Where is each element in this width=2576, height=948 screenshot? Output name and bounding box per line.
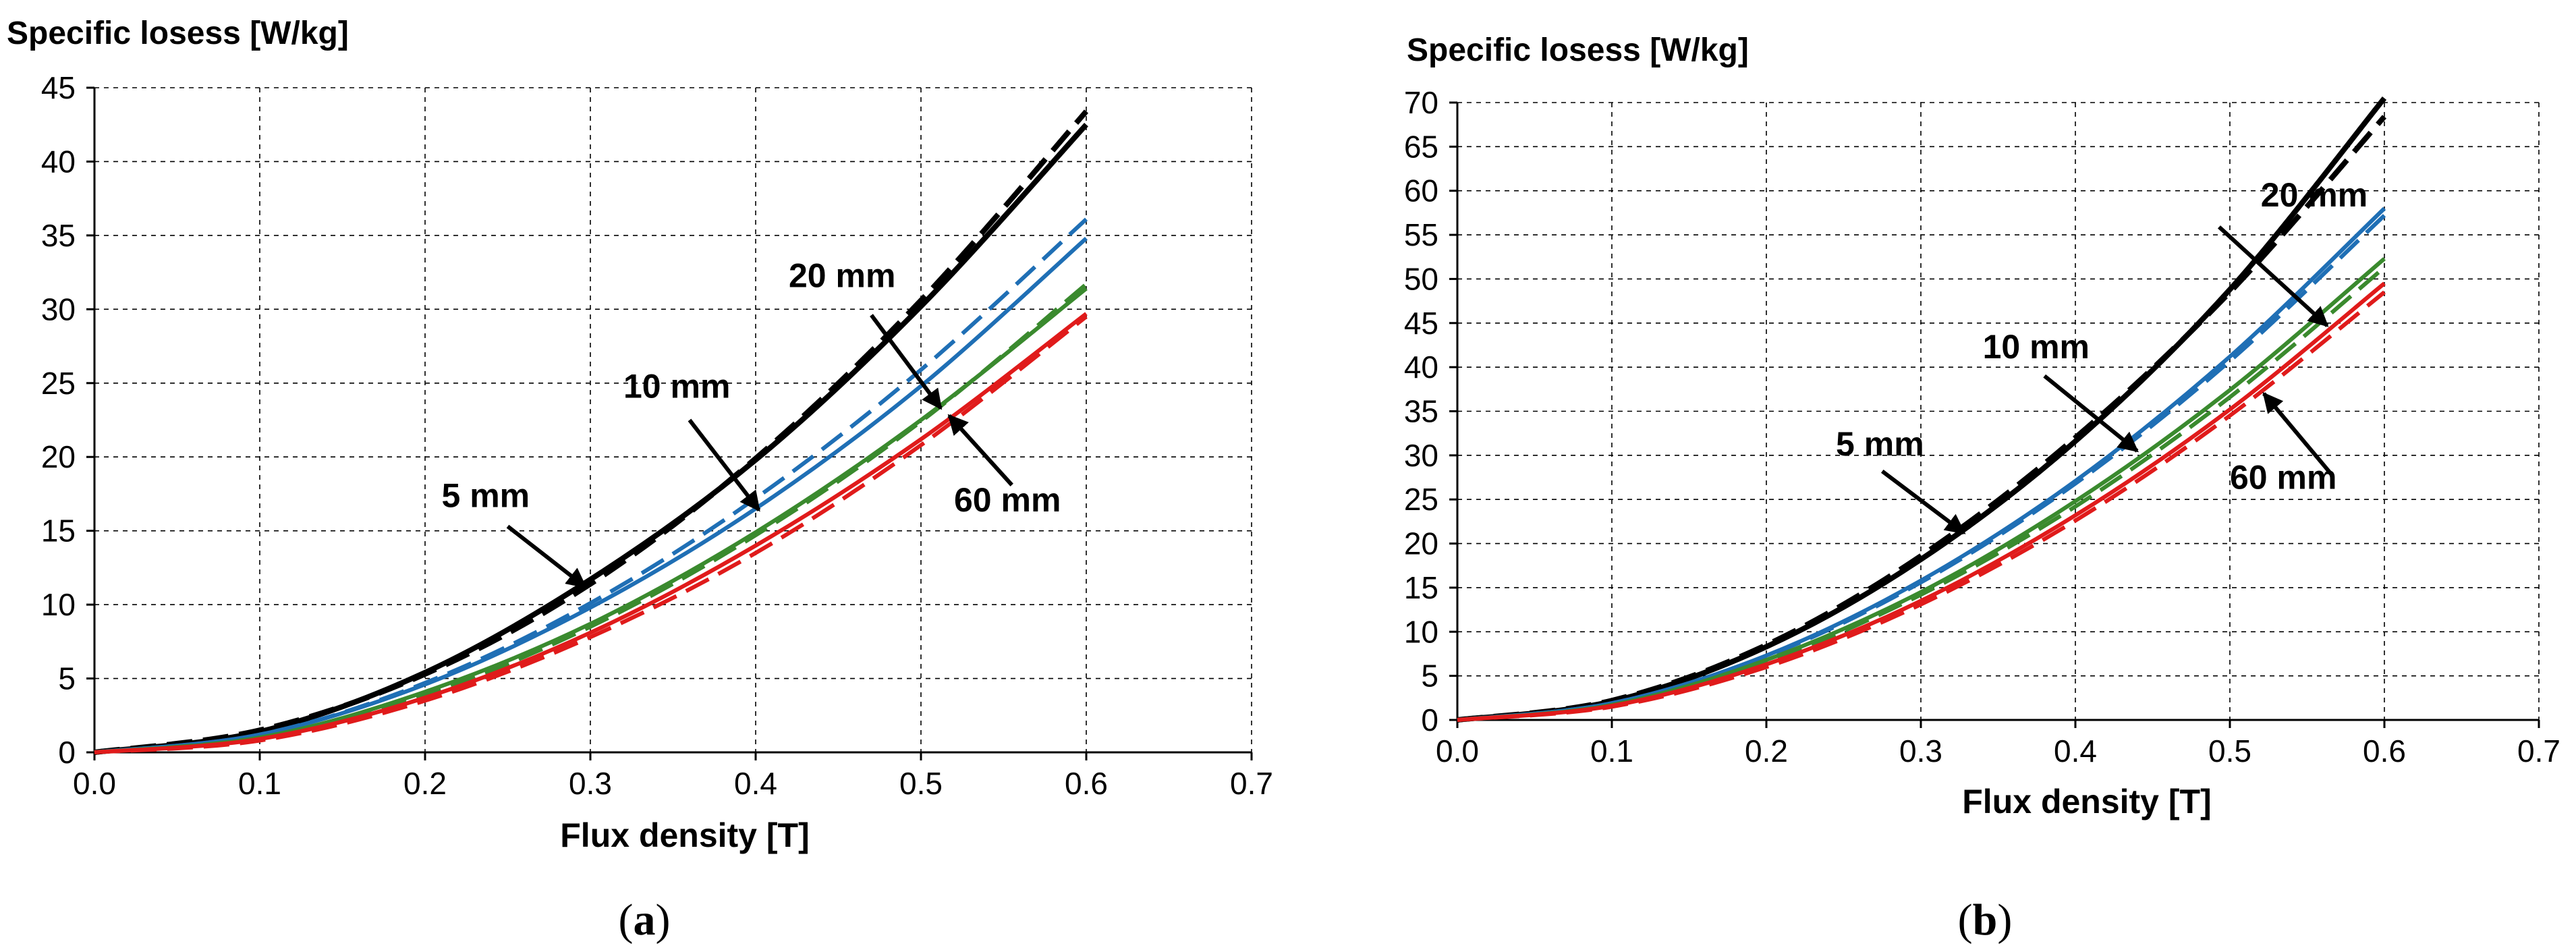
y-tick-label-a: 20	[41, 439, 76, 474]
y-tick-label-b: 55	[1404, 217, 1438, 252]
y-tick-label-b: 70	[1404, 85, 1438, 120]
y-axis-label-b: Specific losess [W/kg]	[1407, 32, 1749, 68]
y-tick-label-b: 10	[1404, 614, 1438, 649]
y-tick-label-b: 35	[1404, 394, 1438, 429]
series-line-5-mm-dashed-b	[1457, 115, 2387, 723]
series-line-60-mm-dashed-b	[1457, 290, 2386, 722]
series-group-b	[1457, 96, 2387, 723]
y-tick-label-a: 45	[41, 70, 76, 105]
series-line-5-mm-solid-a	[94, 123, 1088, 755]
annotation-label-10-mm-a: 10 mm	[623, 368, 730, 406]
y-tick-label-b: 0	[1421, 702, 1438, 737]
chart-panel-a: Specific losess [W/kg] Flux density [T] …	[7, 16, 1273, 945]
x-tick-label-b: 0.2	[1745, 733, 1788, 769]
y-tick-label-b: 30	[1404, 438, 1438, 473]
y-tick-label-b: 15	[1404, 570, 1438, 605]
x-tick-label-b: 0.1	[1590, 733, 1633, 769]
y-tick-label-b: 65	[1404, 129, 1438, 164]
y-tick-label-b: 50	[1404, 261, 1438, 296]
y-axis-label-a: Specific losess [W/kg]	[7, 16, 349, 51]
annotation-arrow-60-mm-b	[2262, 392, 2332, 474]
annotation-arrow-5-mm-a	[506, 524, 588, 589]
y-tick-label-a: 40	[41, 144, 76, 179]
y-tick-label-a: 30	[41, 291, 76, 327]
series-line-5-mm-dashed-a	[94, 109, 1089, 755]
annotation-label-60-mm-b: 60 mm	[2230, 459, 2336, 497]
x-tick-label-b: 0.4	[2054, 733, 2097, 769]
series-line-60-mm-dashed-a	[94, 314, 1088, 754]
y-tick-label-b: 60	[1404, 173, 1438, 208]
y-tick-label-a: 10	[41, 587, 76, 622]
panel-caption-a: (a)	[619, 895, 671, 945]
annotation-label-60-mm-a: 60 mm	[954, 481, 1061, 519]
gridlines-a	[94, 87, 1252, 752]
annotation-arrow-20-mm-a	[870, 314, 943, 410]
y-tick-label-b: 5	[1421, 659, 1438, 694]
x-axis-label-b: Flux density [T]	[1962, 783, 2211, 820]
y-tick-label-b: 45	[1404, 306, 1438, 341]
gridlines-b	[1457, 102, 2540, 720]
annotation-arrow-10-mm-a	[688, 418, 761, 512]
x-tick-label-a: 0.6	[1065, 766, 1108, 801]
y-tick-label-b: 40	[1404, 350, 1438, 385]
y-tick-label-b: 25	[1404, 482, 1438, 517]
x-tick-label-b: 0.6	[2363, 733, 2406, 769]
chart-panel-b: Specific losess [W/kg] Flux density [T] …	[1404, 32, 2560, 945]
series-line-10-mm-dashed-a	[94, 217, 1088, 754]
annotation-arrow-10-mm-b	[2043, 374, 2139, 453]
annotation-label-20-mm-b: 20 mm	[2261, 176, 2368, 214]
y-tick-label-a: 25	[41, 366, 76, 401]
annotation-arrow-20-mm-b	[2217, 225, 2329, 327]
annotation-label-20-mm-a: 20 mm	[789, 257, 895, 295]
annotation-label-5-mm-b: 5 mm	[1836, 425, 1924, 463]
panel-caption-letter-a: a	[634, 895, 656, 945]
series-group-a	[94, 109, 1089, 755]
annotation-label-10-mm-b: 10 mm	[1983, 328, 2090, 366]
annotation-label-5-mm-a: 5 mm	[442, 477, 530, 515]
x-tick-label-a: 0.2	[403, 766, 447, 801]
x-tick-label-b: 0.0	[1436, 733, 1479, 769]
panel-caption-b: (b)	[1958, 895, 2013, 945]
y-tick-label-a: 0	[58, 735, 76, 770]
annotation-arrow-60-mm-a	[947, 414, 1013, 486]
x-tick-label-a: 0.3	[569, 766, 612, 801]
y-tick-label-a: 5	[58, 661, 76, 696]
x-axis-label-a: Flux density [T]	[560, 816, 809, 854]
y-tick-label-b: 20	[1404, 526, 1438, 561]
x-tick-label-a: 0.1	[238, 766, 281, 801]
y-tick-label-a: 35	[41, 218, 76, 253]
x-tick-label-b: 0.5	[2208, 733, 2251, 769]
x-tick-label-a: 0.7	[1230, 766, 1273, 801]
x-tick-label-a: 0.5	[899, 766, 943, 801]
x-tick-label-b: 0.7	[2517, 733, 2560, 769]
x-tick-label-b: 0.3	[1899, 733, 1942, 769]
x-tick-label-a: 0.0	[73, 766, 116, 801]
annotation-arrow-5-mm-b	[1880, 469, 1966, 535]
x-tick-label-a: 0.4	[734, 766, 777, 801]
y-tick-label-a: 15	[41, 513, 76, 549]
panel-caption-letter-b: b	[1973, 895, 1998, 945]
